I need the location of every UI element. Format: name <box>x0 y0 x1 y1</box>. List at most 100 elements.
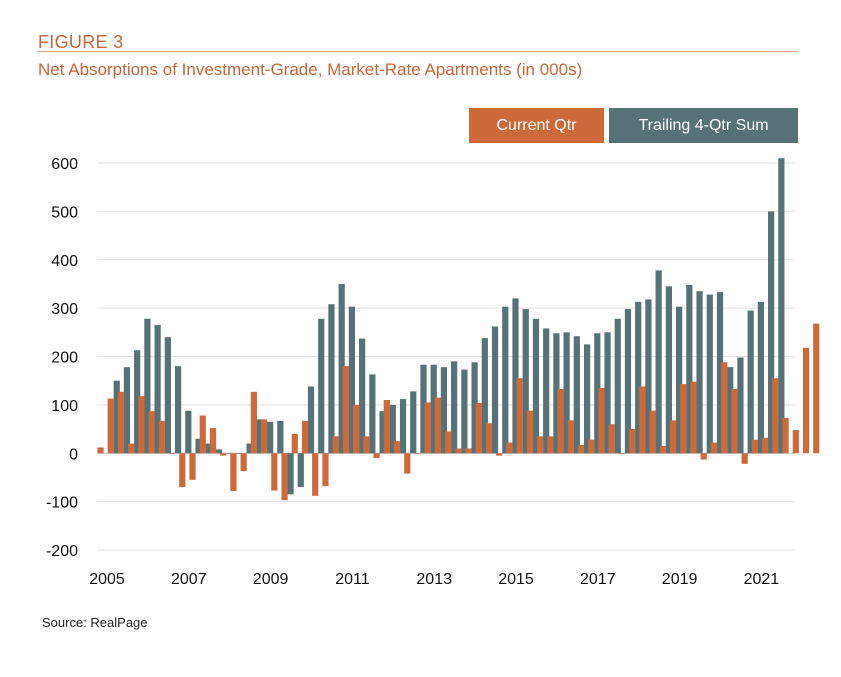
current-qtr-bar <box>342 366 349 454</box>
x-tick-label: 2017 <box>580 571 616 588</box>
current-qtr-bar <box>434 397 442 454</box>
trailing-4qtr-bar <box>737 357 744 454</box>
y-tick-label: 200 <box>51 350 78 367</box>
current-qtr-bar <box>393 441 401 454</box>
current-qtr-bar <box>261 419 268 454</box>
trailing-4qtr-bar <box>522 309 529 454</box>
current-qtr-bar <box>700 453 707 460</box>
x-axis-ticks: 2005 2007 2009 2011 2013 2015 2017 2019 2021 <box>89 571 779 588</box>
current-qtr-bar <box>567 420 574 454</box>
x-tick-label: 2021 <box>744 571 780 588</box>
current-qtr-bar <box>353 404 360 454</box>
current-qtr-bar <box>189 453 196 480</box>
current-qtr-bar <box>496 453 503 456</box>
current-qtr-bar <box>383 400 390 454</box>
trailing-4qtr-bar <box>655 270 662 454</box>
current-qtr-bar <box>404 453 411 474</box>
trailing-4qtr-bar <box>297 453 304 488</box>
trailing-4qtr-bar <box>123 367 131 454</box>
source-note: Source: RealPage <box>42 615 148 630</box>
trailing-4qtr-bar <box>226 453 233 454</box>
trailing-4qtr-bar <box>481 338 488 454</box>
trailing-4qtr-bar <box>573 336 580 454</box>
current-qtr-bar <box>659 445 666 454</box>
trailing-4qtr-bar <box>624 309 632 454</box>
current-qtr-bar <box>721 362 728 454</box>
y-tick-label: 400 <box>51 253 78 270</box>
trailing-4qtr-bars <box>113 158 785 495</box>
current-qtr-bar <box>690 381 697 454</box>
trailing-4qtr-bar <box>267 421 274 454</box>
trailing-4qtr-bar <box>164 337 171 454</box>
y-tick-label: -100 <box>46 495 78 512</box>
y-tick-label: 300 <box>51 301 78 318</box>
title-divider <box>38 51 798 52</box>
current-qtr-bar <box>301 420 309 454</box>
y-axis-ticks: -200 -100 0 100 200 300 400 500 600 <box>46 156 78 560</box>
current-qtr-bar <box>802 347 810 454</box>
current-qtr-bar <box>710 442 718 454</box>
trailing-4qtr-bar <box>379 411 386 454</box>
current-qtr-bar <box>138 396 145 454</box>
current-qtr-bar <box>506 442 513 454</box>
trailing-4qtr-bar <box>236 453 243 454</box>
trailing-4qtr-bar <box>185 410 192 454</box>
trailing-4qtr-bar <box>757 301 764 454</box>
trailing-4qtr-bar <box>154 325 161 454</box>
current-qtr-bar <box>772 378 779 454</box>
x-tick-label: 2011 <box>335 571 370 588</box>
current-qtr-bar <box>792 430 799 454</box>
current-qtr-bar <box>741 453 748 464</box>
trailing-4qtr-bar <box>430 364 437 454</box>
current-qtr-bar <box>537 436 544 454</box>
trailing-4qtr-bar <box>369 374 376 454</box>
trailing-4qtr-bar <box>553 333 560 454</box>
trailing-4qtr-bar <box>440 367 448 454</box>
current-qtr-bar <box>547 436 554 454</box>
trailing-4qtr-bar <box>215 449 223 454</box>
trailing-4qtr-bar <box>471 362 478 454</box>
current-qtr-bar <box>608 424 615 454</box>
trailing-4qtr-bar <box>512 298 519 454</box>
trailing-4qtr-bar <box>594 333 601 454</box>
current-qtr-bar <box>629 429 636 454</box>
trailing-4qtr-bar <box>348 306 355 454</box>
x-tick-label: 2005 <box>89 571 125 588</box>
y-tick-label: 100 <box>51 398 78 415</box>
current-qtr-bar <box>250 391 257 454</box>
trailing-4qtr-bar <box>134 350 141 454</box>
legend-current-qtr: Current Qtr <box>469 108 604 143</box>
current-qtr-bar <box>291 433 298 454</box>
current-qtr-bar <box>465 448 472 454</box>
x-tick-label: 2007 <box>171 571 207 588</box>
current-qtr-bar <box>762 437 769 454</box>
y-tick-label: 0 <box>69 446 78 463</box>
trailing-4qtr-bar <box>328 304 335 454</box>
trailing-4qtr-bar <box>604 332 611 454</box>
current-qtr-bar <box>526 410 534 454</box>
trailing-4qtr-bar <box>277 420 284 454</box>
figure-label: FIGURE 3 <box>38 32 124 52</box>
trailing-4qtr-bar <box>665 286 672 454</box>
trailing-4qtr-bar <box>359 338 366 454</box>
trailing-4qtr-bar <box>706 294 713 454</box>
trailing-4qtr-bar <box>420 364 427 454</box>
trailing-4qtr-bar <box>635 301 642 454</box>
trailing-4qtr-bar <box>727 367 734 454</box>
trailing-4qtr-bar <box>144 318 151 454</box>
current-qtr-bar <box>680 384 687 454</box>
x-tick-label: 2019 <box>662 571 698 588</box>
current-qtr-bar <box>148 411 155 454</box>
trailing-4qtr-bar <box>307 386 315 454</box>
current-qtr-bar <box>639 386 646 454</box>
current-qtr-bar <box>455 448 462 454</box>
chart-title: Net Absorptions of Investment-Grade, Mar… <box>38 60 583 79</box>
current-qtr-bar <box>649 410 656 454</box>
current-qtr-bar <box>107 398 114 454</box>
current-qtr-bar <box>577 445 585 454</box>
current-qtr-bar <box>312 453 319 496</box>
trailing-4qtr-bar <box>287 453 294 495</box>
trailing-4qtr-bar <box>451 361 458 454</box>
current-qtr-bar <box>199 415 206 454</box>
trailing-4qtr-bar <box>645 299 652 454</box>
